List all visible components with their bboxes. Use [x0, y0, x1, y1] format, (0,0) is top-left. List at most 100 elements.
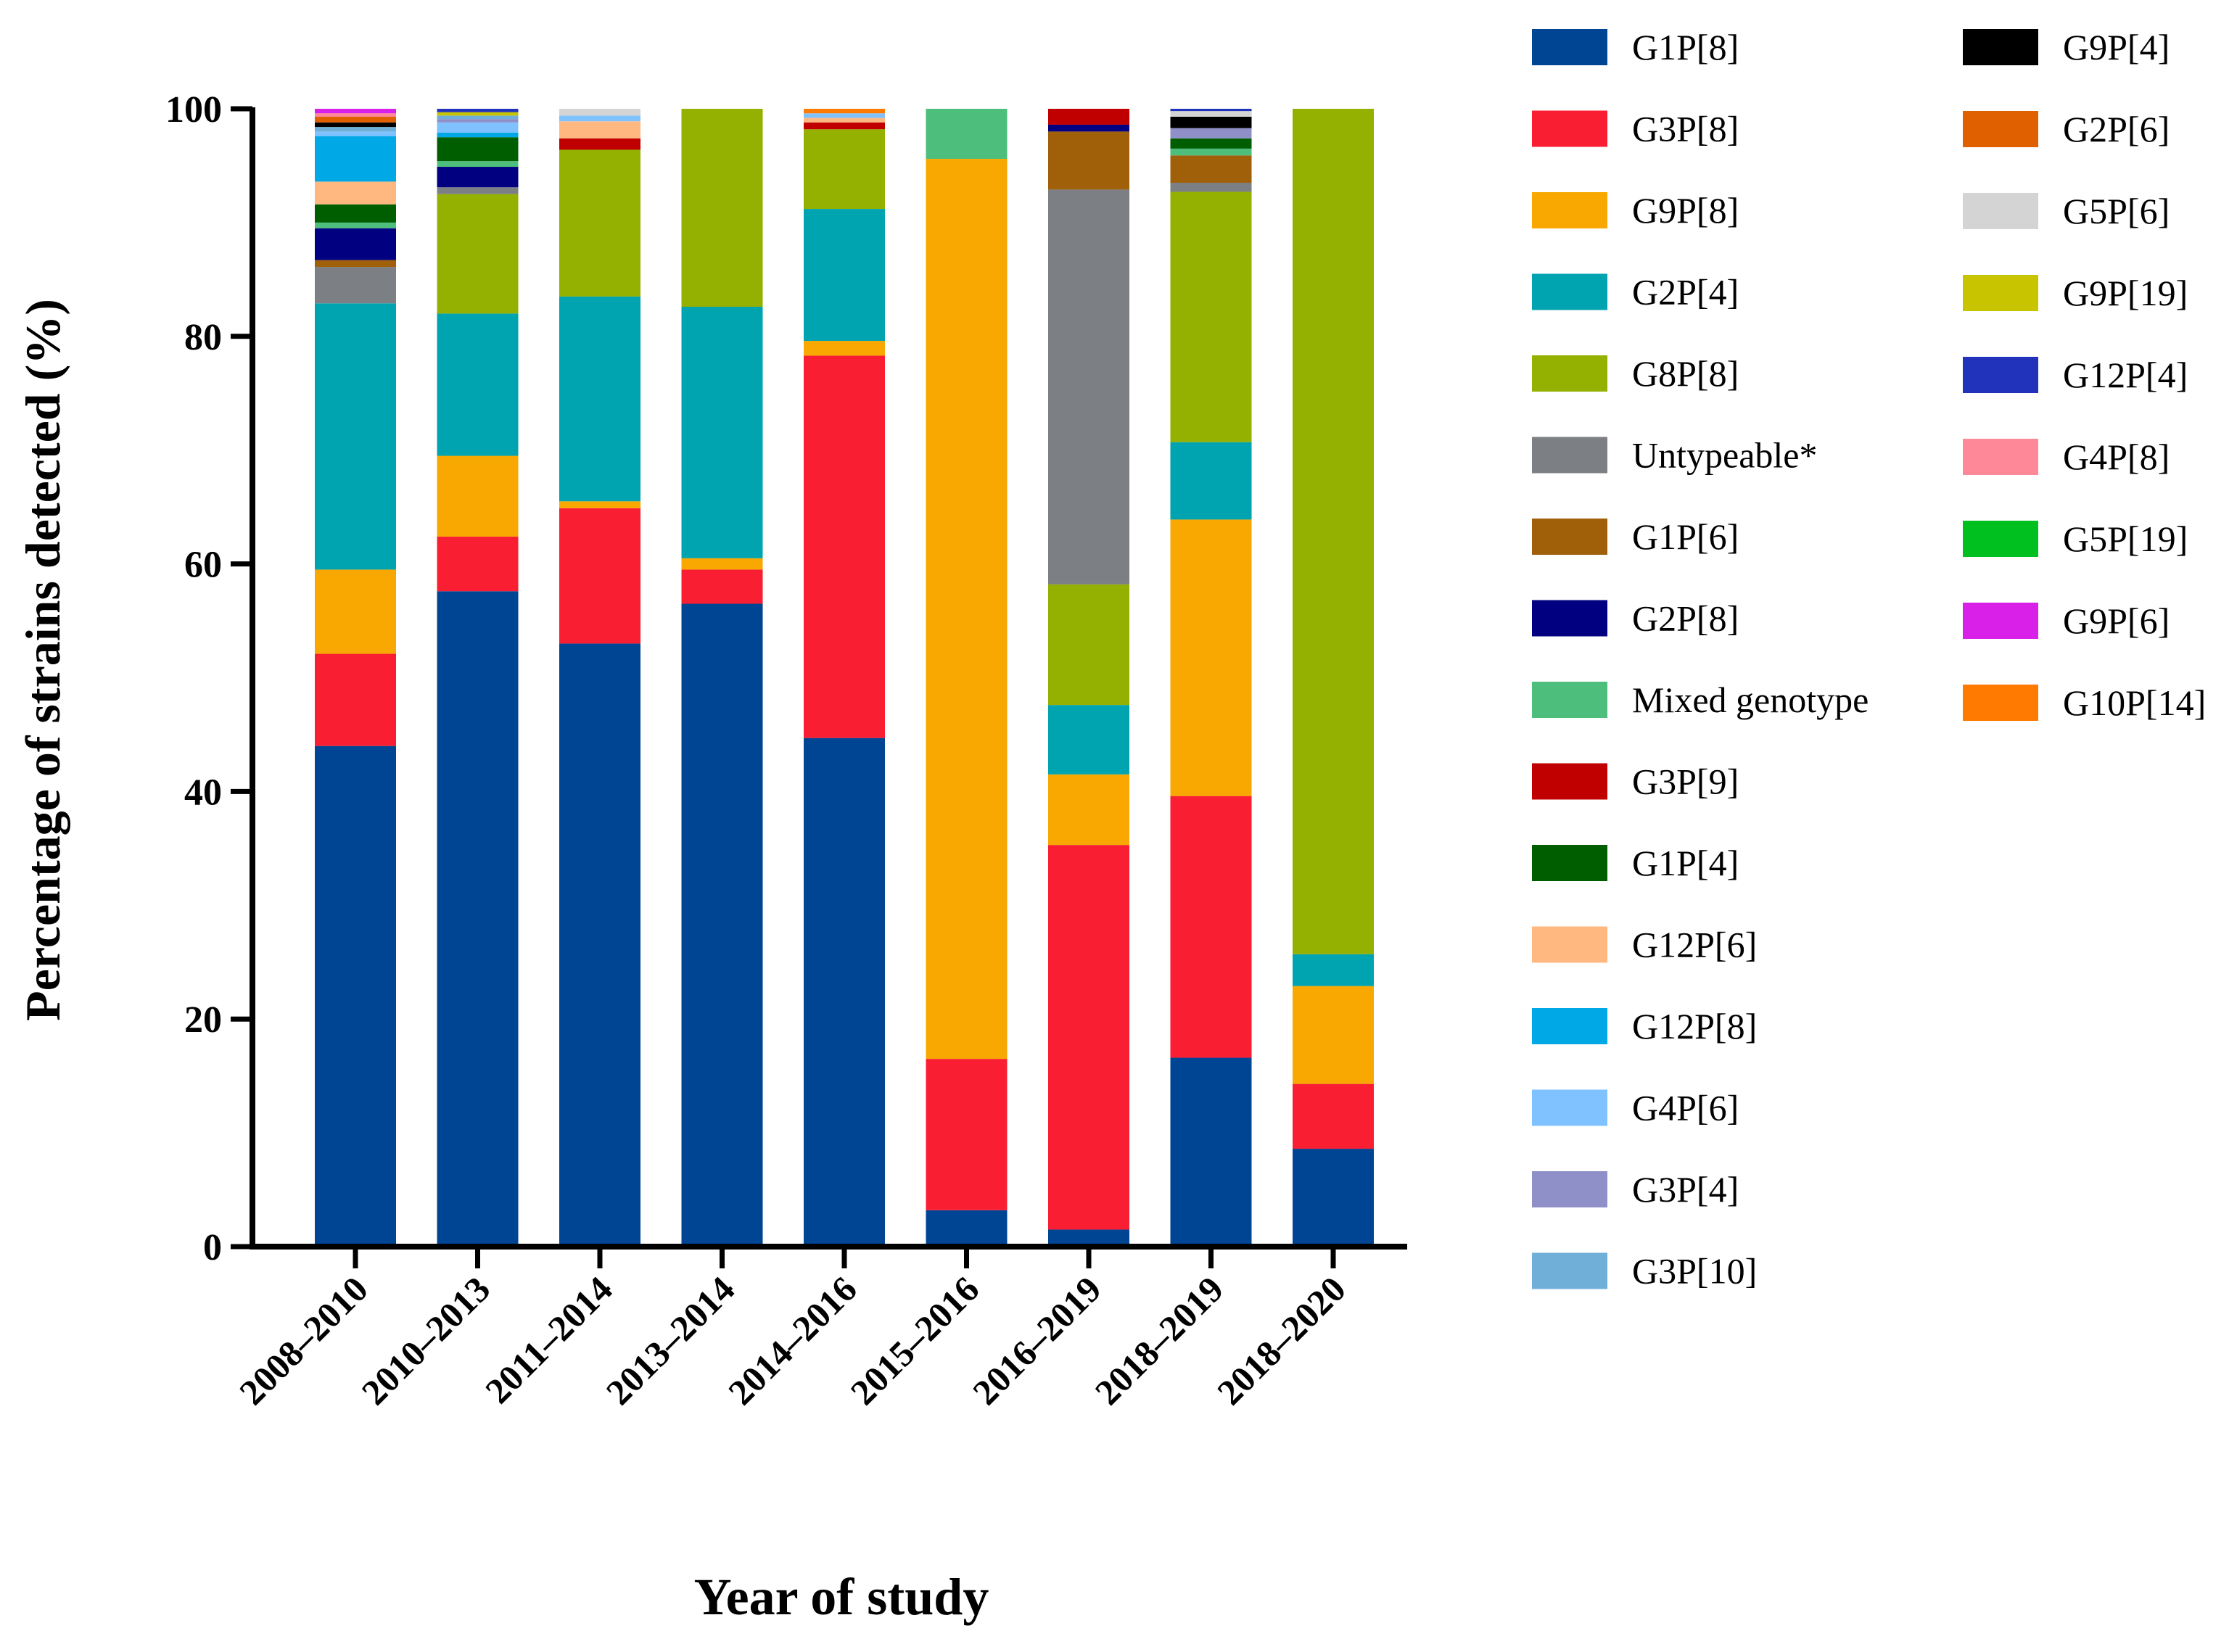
legend-label: G4P[6] [1632, 1088, 1739, 1128]
legend-label: G1P[8] [1632, 27, 1739, 67]
y-tick-label: 40 [184, 772, 222, 813]
bar-segment-G9P[8] [559, 501, 640, 508]
legend-label: Untypeable* [1632, 435, 1817, 476]
legend-label: G1P[4] [1632, 843, 1739, 883]
bar-2018–2019 [1170, 109, 1252, 1247]
legend-item-Mixed genotype: Mixed genotype [1532, 680, 1869, 720]
x-tick-label: 2018–2019 [1087, 1268, 1232, 1413]
bar-segment-G4P[6] [315, 131, 396, 136]
bar-segment-G4P[6] [437, 122, 519, 133]
bar-segment-G1P[8] [926, 1210, 1008, 1247]
x-tick-label: 2018–2020 [1209, 1268, 1354, 1413]
bar-segment-G8P[8] [681, 109, 763, 307]
legend: G1P[8] G3P[8] G9P[8] G2P[4] G8P[8] Untypeable… [1532, 27, 2206, 1292]
bar-segment-G12P[6] [315, 181, 396, 205]
bar-segment-G8P[8] [437, 194, 519, 314]
legend-swatch [1963, 29, 2038, 65]
bar-segment-G5P[6] [1170, 111, 1252, 117]
legend-label: G9P[4] [2063, 27, 2170, 67]
legend-swatch [1532, 1008, 1607, 1044]
legend-item-G2P[6]: G2P[6] [1963, 109, 2170, 149]
legend-swatch [1532, 1252, 1607, 1289]
legend-label: G8P[8] [1632, 353, 1739, 394]
y-tick-label: 100 [165, 89, 222, 131]
legend-item-G9P[19]: G9P[19] [1963, 273, 2188, 313]
legend-item-G4P[8]: G4P[8] [1963, 437, 2170, 477]
bar-segment-G8P[8] [1170, 191, 1252, 442]
bar-segment-G2P[4] [559, 296, 640, 502]
bar-segment-G1P[8] [1170, 1057, 1252, 1247]
legend-swatch [1963, 521, 2038, 557]
legend-item-G8P[8]: G8P[8] [1532, 353, 1739, 394]
bar-segment-G2P[8] [315, 228, 396, 260]
bar-segment-G2P[4] [437, 313, 519, 456]
bar-segment-G9P[4] [315, 122, 396, 128]
legend-swatch [1532, 845, 1607, 881]
x-tick-label: 2013–2014 [598, 1268, 743, 1413]
bar-2016–2019 [1048, 109, 1129, 1247]
bar-segment-G1P[4] [1170, 138, 1252, 149]
legend-swatch [1532, 600, 1607, 637]
bar-segment-Mixed genotype [926, 109, 1008, 160]
legend-label: G10P[14] [2063, 682, 2206, 723]
bar-segment-G3P[8] [1170, 796, 1252, 1058]
bar-segment-G2P[4] [804, 209, 885, 342]
x-axis-title: Year of study [694, 1568, 989, 1626]
legend-label: G3P[9] [1632, 761, 1739, 802]
legend-item-G12P[8]: G12P[8] [1532, 1006, 1757, 1046]
legend-item-G9P[8]: G9P[8] [1532, 190, 1739, 231]
legend-item-G2P[8]: G2P[8] [1532, 598, 1739, 639]
legend-label: G3P[8] [1632, 109, 1739, 149]
y-tick-label: 80 [184, 317, 222, 358]
bar-segment-Mixed genotype [315, 222, 396, 228]
bar-segment-G3P[4] [1170, 128, 1252, 139]
bar-segment-G9P[8] [1170, 519, 1252, 796]
bar-segment-Mixed genotype [1170, 148, 1252, 156]
bar-segment-G1P[8] [559, 643, 640, 1247]
legend-item-G9P[4]: G9P[4] [1963, 27, 2170, 67]
bar-segment-G9P[8] [804, 341, 885, 356]
x-tick-label: 2008–2010 [231, 1268, 376, 1413]
bar-segment-G4P[6] [559, 115, 640, 122]
bar-segment-G3P[9] [559, 138, 640, 150]
bar-segment-G1P[8] [1048, 1229, 1129, 1247]
legend-label: Mixed genotype [1632, 680, 1869, 720]
bar-2010–2013 [437, 109, 519, 1247]
bar-segment-G9P[8] [1293, 986, 1374, 1084]
bar-segment-G12P[6] [804, 117, 885, 123]
legend-item-Untypeable*: Untypeable* [1532, 435, 1817, 476]
bar-segment-G3P[8] [559, 508, 640, 644]
bar-segment-Untypeable* [437, 187, 519, 194]
bar-segment-G1P[6] [1170, 155, 1252, 183]
bar-segment-G3P[10] [315, 127, 396, 132]
bar-segment-G1P[4] [315, 204, 396, 223]
legend-item-G2P[4]: G2P[4] [1532, 272, 1739, 313]
legend-swatch [1963, 603, 2038, 639]
legend-swatch [1963, 111, 2038, 147]
bar-segment-G1P[6] [1048, 131, 1129, 190]
legend-label: G9P[6] [2063, 600, 2170, 641]
legend-label: G2P[4] [1632, 272, 1739, 313]
legend-item-G1P[6]: G1P[6] [1532, 516, 1739, 557]
legend-item-G5P[6]: G5P[6] [1963, 191, 2170, 231]
bar-segment-G1P[6] [315, 260, 396, 268]
legend-swatch [1963, 685, 2038, 721]
bar-segment-G1P[8] [437, 591, 519, 1247]
legend-label: G12P[6] [1632, 925, 1757, 965]
legend-swatch [1532, 437, 1607, 474]
bar-segment-G12P[4] [437, 109, 519, 112]
legend-item-G3P[4]: G3P[4] [1532, 1169, 1739, 1210]
legend-swatch [1532, 1089, 1607, 1126]
bar-segment-G3P[8] [804, 355, 885, 738]
bar-segment-G4P[8] [315, 113, 396, 117]
bar-segment-G9P[8] [681, 558, 763, 570]
bar-segment-G9P[8] [1048, 774, 1129, 846]
legend-label: G3P[10] [1632, 1251, 1757, 1292]
bar-segment-G2P[4] [681, 307, 763, 558]
legend-item-G1P[4]: G1P[4] [1532, 843, 1739, 883]
bar-segment-G3P[4] [437, 119, 519, 123]
legend-swatch [1532, 29, 1607, 65]
legend-item-G1P[8]: G1P[8] [1532, 27, 1739, 67]
legend-swatch [1963, 193, 2038, 229]
